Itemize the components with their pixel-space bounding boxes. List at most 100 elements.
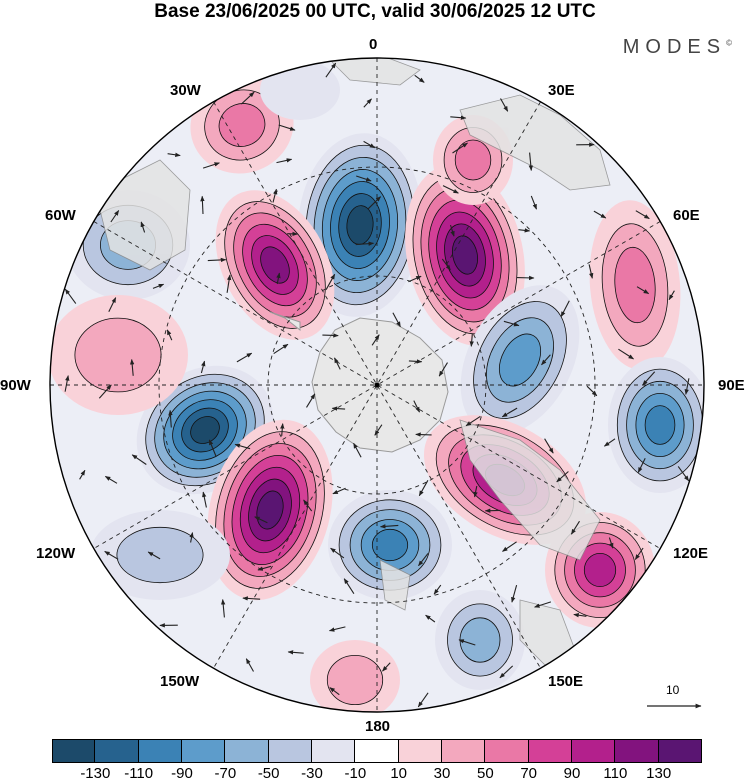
wind-arrow <box>245 658 254 672</box>
lon-label-60w: 60W <box>45 207 76 224</box>
wind-arrow <box>501 407 518 418</box>
wind-arrow <box>331 406 346 411</box>
wind-arrow <box>379 524 399 529</box>
wind-arrow <box>367 196 381 210</box>
wind-arrow <box>392 312 401 328</box>
brand-text: MODES <box>622 36 727 58</box>
wind-arrow <box>152 283 165 289</box>
wind-arrow <box>64 288 77 304</box>
colorbar-segment <box>485 739 529 763</box>
colorbar-tick-label: -130 <box>80 765 111 782</box>
wind-arrow <box>635 210 650 220</box>
wind-arrow <box>570 520 580 535</box>
wind-arrow <box>374 424 383 436</box>
brand-mark: © <box>726 38 732 48</box>
brand-logo: MODES© <box>623 36 732 59</box>
wind-arrow <box>636 286 650 295</box>
colorbar-segment <box>658 739 702 763</box>
graticule <box>50 58 704 712</box>
south-pole-marker <box>374 382 380 388</box>
reference-vector-label: 10 <box>666 683 680 697</box>
wind-arrow <box>276 158 293 164</box>
wind-arrow <box>140 221 146 233</box>
wind-arrow <box>530 195 538 210</box>
wind-arrow <box>287 650 304 655</box>
positive-anomaly-contour <box>260 246 290 284</box>
wind-arrow <box>207 257 227 263</box>
wind-arrow <box>79 469 86 480</box>
colorbar-tick-label: -10 <box>344 765 367 782</box>
wind-arrow <box>242 596 261 601</box>
negative-anomaly-contour <box>498 333 542 387</box>
wind-arrow <box>273 343 289 355</box>
wind-arrow <box>442 185 459 194</box>
wind-arrow <box>329 687 340 696</box>
wind-arrow <box>200 195 205 215</box>
positive-anomaly-contour <box>614 246 656 324</box>
wind-arrow <box>272 188 278 203</box>
wind-arrow <box>588 264 594 279</box>
colorbar-segment <box>398 739 442 763</box>
wind-arrow <box>332 487 346 495</box>
wind-arrow <box>528 152 534 171</box>
colorbar <box>52 739 702 763</box>
wind-arrow <box>98 384 112 399</box>
wind-arrow <box>465 415 481 427</box>
wind-arrow <box>556 471 569 483</box>
wind-arrow <box>500 98 509 112</box>
wind-arrow <box>452 142 468 154</box>
lon-label-180: 180 <box>365 718 391 735</box>
colorbar-segment <box>225 739 269 763</box>
map-title: Base 23/06/2025 00 UTC, valid 30/06/2025… <box>154 1 596 22</box>
wind-arrow <box>200 360 206 374</box>
wind-arrow <box>593 210 607 219</box>
wind-arrow <box>603 438 616 447</box>
lon-label-120e: 120E <box>673 545 709 562</box>
wind-arrow <box>234 443 251 450</box>
wind-arrow <box>276 272 281 285</box>
wind-arrow <box>110 210 120 223</box>
wind-arrow <box>363 140 376 149</box>
wind-arrow <box>503 320 520 327</box>
wind-arrow <box>240 91 255 105</box>
lon-label-0: 0 <box>369 36 378 53</box>
continent-outlines <box>99 58 611 666</box>
wind-arrow <box>325 273 336 290</box>
wind-arrow <box>608 537 614 549</box>
wind-arrow <box>104 475 118 484</box>
colorbar-tick-label: 110 <box>603 765 628 782</box>
wind-arrow <box>325 62 337 78</box>
wind-arrow <box>418 480 429 497</box>
wind-arrow <box>544 438 554 454</box>
wind-arrow <box>257 565 272 571</box>
wind-arrow <box>418 553 429 567</box>
colorbar-segment <box>138 739 182 763</box>
wind-arrow <box>166 329 173 341</box>
wind-arrow <box>189 532 194 543</box>
wind-arrow <box>322 333 339 338</box>
wind-arrow <box>518 228 531 233</box>
wind-arrow <box>618 348 634 360</box>
negative-anomaly-contour <box>371 528 409 562</box>
wind-arrow <box>417 692 429 708</box>
negative-anomaly-contour <box>116 526 204 584</box>
wind-arrow <box>131 454 147 465</box>
colorbar-segment <box>528 739 572 763</box>
lon-label-60e: 60E <box>673 207 700 224</box>
wind-arrow <box>637 458 646 473</box>
wind-arrow <box>450 115 467 120</box>
wind-arrow <box>560 300 570 318</box>
wind-arrow <box>586 385 598 397</box>
colorbar-tick-label: 10 <box>390 765 407 782</box>
wind-arrow <box>438 362 448 377</box>
positive-anomaly-contour <box>218 103 266 147</box>
colorbar-tick-label: -110 <box>124 765 154 782</box>
wind-arrow <box>541 354 551 366</box>
lon-label-150w: 150W <box>160 673 200 690</box>
lon-label-150e: 150E <box>548 673 584 690</box>
wind-arrow <box>458 639 476 646</box>
wind-arrow <box>433 584 442 595</box>
wind-arrow <box>425 614 436 623</box>
wind-arrow <box>202 491 207 508</box>
